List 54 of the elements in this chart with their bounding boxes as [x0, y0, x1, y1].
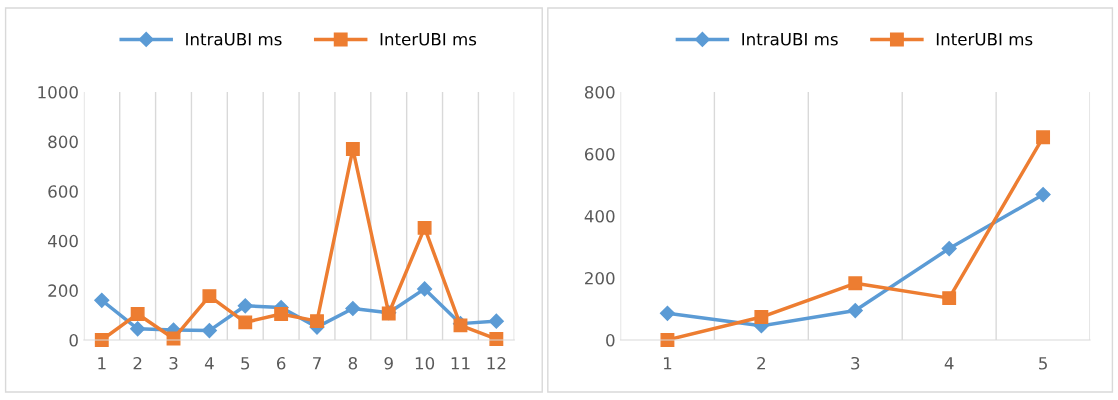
legend-label: InterUBI ms: [380, 33, 477, 46]
legend-label: IntraUBI ms: [186, 33, 282, 46]
x-tick-label: 12: [487, 356, 506, 370]
y-tick-label: 400: [47, 234, 78, 248]
point: [202, 289, 217, 304]
x-tick-label: 2: [133, 356, 142, 370]
x-tick-label: 5: [1039, 357, 1047, 370]
point: [345, 142, 360, 156]
x-tick-label: 6: [276, 356, 286, 370]
x-tick-label: 9: [384, 356, 393, 370]
x-tick-label: 5: [241, 357, 250, 370]
point: [417, 281, 433, 297]
point: [942, 291, 957, 306]
point: [941, 240, 957, 257]
y-tick-label: 0: [606, 333, 615, 347]
y-tick-label: 200: [48, 284, 78, 297]
x-tick-label: 1: [663, 357, 672, 370]
y-tick-label: 1000: [38, 85, 78, 99]
point: [847, 302, 863, 319]
point: [310, 314, 324, 329]
y-tick-label: 0: [69, 333, 78, 347]
point: [1035, 187, 1051, 203]
point: [754, 310, 769, 325]
point: [130, 321, 146, 337]
x-tick-label: 3: [851, 356, 860, 370]
point: [659, 305, 676, 321]
x-tick-label: 8: [348, 356, 358, 370]
point: [237, 298, 253, 314]
point: [130, 307, 145, 321]
point: [488, 313, 504, 329]
y-tick-label: 800: [584, 85, 615, 99]
point: [417, 220, 432, 235]
x-tick-label: 4: [944, 357, 954, 370]
y-tick-label: 400: [584, 209, 615, 223]
point: [201, 323, 217, 339]
y-tick-label: 600: [584, 147, 615, 161]
point: [274, 307, 289, 321]
x-tick-label: 4: [204, 357, 214, 370]
point: [1036, 130, 1051, 145]
x-tick-label: 10: [415, 356, 435, 370]
point: [848, 276, 863, 291]
legend-label: InterUBI ms: [936, 33, 1033, 46]
legend-label: IntraUBI ms: [742, 33, 838, 46]
x-tick-label: 3: [169, 356, 178, 370]
point: [94, 292, 110, 308]
x-tick-label: 7: [313, 357, 321, 370]
point: [345, 300, 361, 317]
y-tick-label: 800: [48, 135, 78, 149]
x-tick-label: 1: [98, 357, 106, 370]
x-tick-label: 11: [451, 357, 470, 370]
y-tick-label: 600: [48, 185, 78, 198]
point: [238, 315, 253, 330]
x-tick-label: 2: [757, 356, 765, 370]
y-tick-label: 200: [585, 271, 615, 285]
